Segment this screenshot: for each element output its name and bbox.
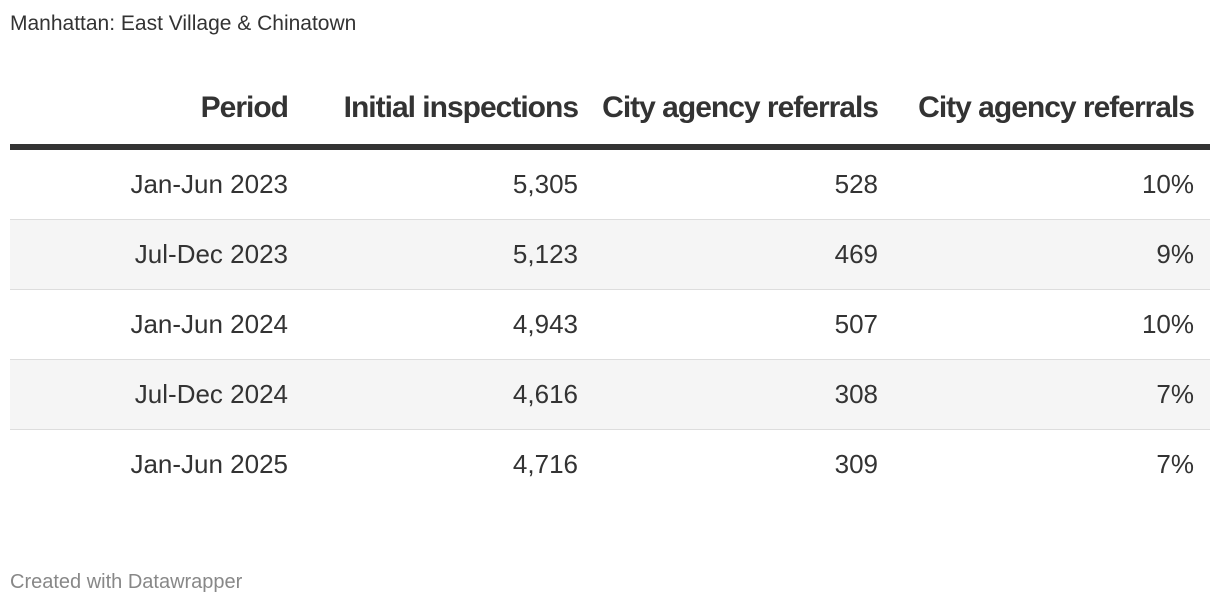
inspections-cell: 4,716 [512, 449, 578, 479]
table-row: Jan-Jun 2024 4,943 507 10% [10, 289, 1210, 360]
chart-title: Manhattan: East Village & Chinatown [10, 12, 357, 35]
referral-share-cell: 10% [894, 289, 1210, 360]
referrals-cell: 528 [594, 147, 894, 220]
table-row: Jan-Jun 2025 4,716 309 7% [10, 430, 1210, 500]
referral-share-cell: 10% [894, 147, 1210, 220]
referrals-cell: 469 [594, 219, 894, 290]
header-row: Period Initial inspections City agency r… [10, 92, 1210, 150]
period-cell: Jan-Jun 2025 [130, 449, 288, 479]
inspections-cell: 4,616 [294, 359, 594, 430]
period-cell: Jan-Jun 2024 [10, 289, 294, 360]
table-body: Jan-Jun 2023 5,305 528 10% Jul-Dec 2023 5,123… [10, 147, 1210, 499]
table-row: Jan-Jun 2023 5,305 528 10% [10, 147, 1210, 220]
period-cell: Jan-Jun 2023 [10, 147, 294, 220]
table-header: Period Initial inspections City agency r… [10, 92, 1210, 150]
referrals-cell: 309 [834, 449, 878, 479]
column-header-initial-inspections[interactable]: Initial inspections [294, 92, 594, 150]
referral-share-cell: 7% [1156, 449, 1194, 479]
footer-credit: Created with Datawrapper [10, 571, 243, 593]
inspections-cell: 4,943 [294, 289, 594, 360]
inspections-cell: 5,123 [294, 219, 594, 290]
referral-share-cell: 7% [894, 359, 1210, 430]
column-header-referrals[interactable]: City agency referrals [594, 92, 894, 150]
referrals-cell: 507 [594, 289, 894, 360]
table-row: Jul-Dec 2024 4,616 308 7% [10, 359, 1210, 430]
table-row: Jul-Dec 2023 5,123 469 9% [10, 219, 1210, 290]
referrals-cell: 308 [594, 359, 894, 430]
column-header-referrals-share[interactable]: City agency referrals [894, 92, 1210, 150]
period-cell: Jul-Dec 2024 [10, 359, 294, 430]
column-header-period[interactable]: Period [10, 92, 294, 150]
data-table: Period Initial inspections City agency r… [10, 92, 1210, 499]
inspections-cell: 5,305 [294, 147, 594, 220]
referral-share-cell: 9% [894, 219, 1210, 290]
period-cell: Jul-Dec 2023 [10, 219, 294, 290]
